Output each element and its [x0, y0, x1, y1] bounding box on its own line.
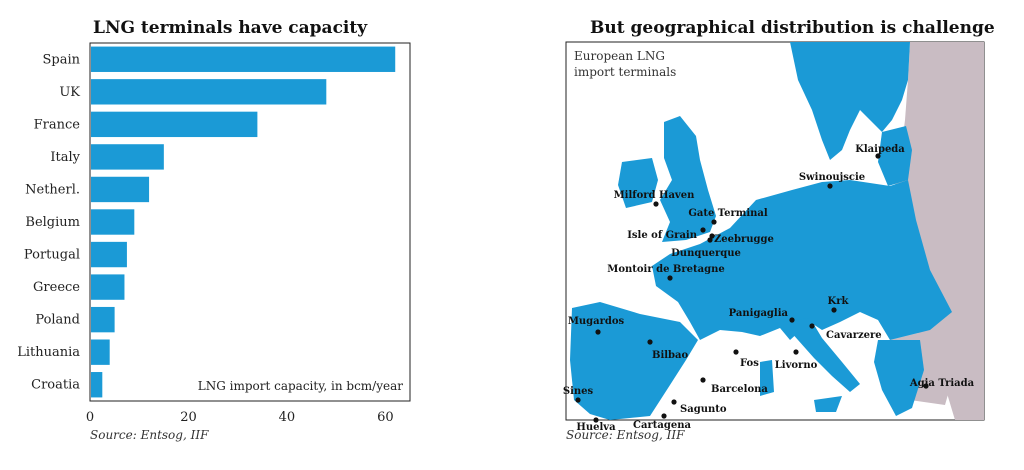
terminal-label: Cartagena [633, 420, 691, 430]
terminal-marker [700, 377, 706, 383]
terminal-marker [707, 237, 713, 243]
bar-netherl [91, 176, 150, 203]
terminal-label: Montoir de Bretagne [607, 264, 725, 275]
terminal-marker [647, 339, 653, 345]
map-title: But geographical distribution is challen… [590, 18, 995, 38]
land-sardinia [760, 360, 774, 396]
terminal-label: Cavarzere [826, 330, 882, 341]
bar-greece [91, 274, 125, 300]
land-great-britain [660, 116, 716, 242]
land-italy [782, 318, 860, 392]
bar-belgium [91, 209, 135, 235]
terminal-marker [789, 317, 795, 323]
terminal-label: Barcelona [711, 384, 768, 395]
terminal-marker [793, 349, 799, 355]
terminal-label: Sines [563, 386, 594, 397]
category-label: Portugal [24, 248, 80, 263]
terminal-label: Zeebrugge [714, 234, 774, 245]
bar-lithuania [91, 339, 110, 365]
terminal-marker [595, 329, 601, 335]
x-tick-label: 60 [377, 410, 394, 425]
terminal-label: Klaipeda [855, 144, 905, 155]
terminal-marker [923, 383, 929, 389]
terminal-label: Fos [740, 358, 759, 369]
terminal-marker [711, 219, 717, 225]
category-label: Netherl. [25, 182, 80, 197]
terminal-marker [700, 227, 706, 233]
terminal-label: Huelva [576, 422, 616, 430]
category-label: France [34, 117, 81, 132]
terminal-label: Agia Triada [909, 378, 975, 389]
bar-italy [91, 144, 164, 170]
plot-frame [89, 42, 411, 402]
chart-annotation: LNG import capacity, in bcm/year [198, 379, 404, 393]
terminal-marker [671, 399, 677, 405]
map-panel: But geographical distribution is challen… [560, 14, 995, 454]
category-label: Greece [33, 280, 80, 295]
category-label: UK [59, 85, 80, 100]
bar-poland [91, 306, 115, 333]
x-tick-label: 20 [180, 410, 197, 425]
category-label: Lithuania [17, 345, 80, 360]
terminal-label: Gate Terminal [688, 208, 768, 219]
bar-uk [91, 79, 327, 105]
category-label: Croatia [31, 378, 80, 393]
terminal-label: Swinoujscie [799, 172, 865, 183]
category-label: Italy [50, 150, 80, 165]
land-ireland [618, 158, 658, 208]
terminal-marker [593, 417, 599, 423]
terminal-label: Sagunto [680, 404, 727, 415]
land-greece [874, 340, 924, 416]
bar-chart-panel: LNG terminals have capacity Spain UK Franc… [8, 14, 418, 454]
terminal-label: Panigaglia [729, 308, 789, 319]
terminal-marker [667, 275, 673, 281]
bar-spain [91, 46, 396, 72]
terminal-label: Bilbao [652, 350, 689, 361]
bar-france [91, 111, 258, 138]
terminal-label: Dunquerque [671, 248, 741, 259]
x-tick-label: 0 [86, 410, 94, 425]
category-label: Poland [35, 313, 80, 328]
chart-title: LNG terminals have capacity [93, 18, 368, 38]
x-tick-label: 40 [279, 410, 296, 425]
map-source: Source: Entsog, IIF [566, 428, 685, 442]
category-label: Belgium [25, 215, 80, 230]
terminal-label: Mugardos [568, 316, 625, 327]
terminal-marker [661, 413, 667, 419]
land-scandinavia [790, 42, 910, 160]
terminal-marker [875, 153, 881, 159]
terminal-marker [827, 183, 833, 189]
map-label-line-1: European LNG [574, 49, 665, 63]
terminal-label: Milford Haven [614, 190, 695, 201]
terminal-label: Livorno [775, 360, 818, 371]
bar-chart: Spain UK France Italy Netherl. Belgium Portuga… [17, 42, 411, 425]
terminal-marker [733, 349, 739, 355]
category-label: Spain [42, 52, 80, 67]
land-sicily [814, 396, 842, 412]
land-baltics [878, 126, 912, 186]
land-mainland-europe [652, 180, 952, 340]
terminal-label: Krk [828, 296, 850, 307]
terminal-marker [709, 233, 715, 239]
bar-portugal [91, 241, 127, 268]
map-label-line-2: import terminals [574, 65, 676, 79]
terminal-marker [653, 201, 659, 207]
europe-map: European LNG import terminals Klaipeda Sw… [563, 41, 985, 430]
non-eu-land-east [890, 42, 984, 420]
terminal-marker [809, 323, 815, 329]
terminal-label: Isle of Grain [627, 230, 697, 241]
land-iberia [570, 302, 698, 420]
chart-source: Source: Entsog, IIF [90, 428, 209, 442]
terminal-marker [575, 397, 581, 403]
bar-croatia [91, 372, 103, 398]
terminal-marker [831, 307, 837, 313]
